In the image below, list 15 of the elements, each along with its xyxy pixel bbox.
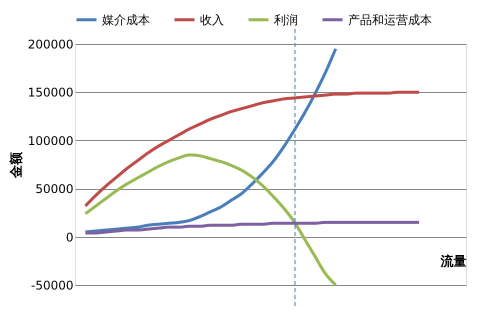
y-tick-label: 50000 (35, 182, 74, 196)
legend-label: 媒介成本 (102, 12, 150, 27)
y-tick-label: -50000 (30, 278, 74, 292)
legend-label: 产品和运营成本 (348, 12, 432, 27)
x-axis-title: 流量 (440, 254, 466, 270)
y-tick-label: 200000 (28, 38, 74, 52)
legend-label: 利润 (274, 12, 298, 27)
line-series (84, 90, 421, 208)
y-tick-label: 0 (66, 230, 74, 244)
y-tick-label: 100000 (28, 134, 74, 148)
legend-label: 收入 (200, 12, 224, 27)
y-tick-label: 150000 (28, 86, 74, 100)
y-axis-title: 金额 (8, 151, 25, 179)
line-series (84, 153, 338, 286)
line-series (84, 220, 421, 234)
